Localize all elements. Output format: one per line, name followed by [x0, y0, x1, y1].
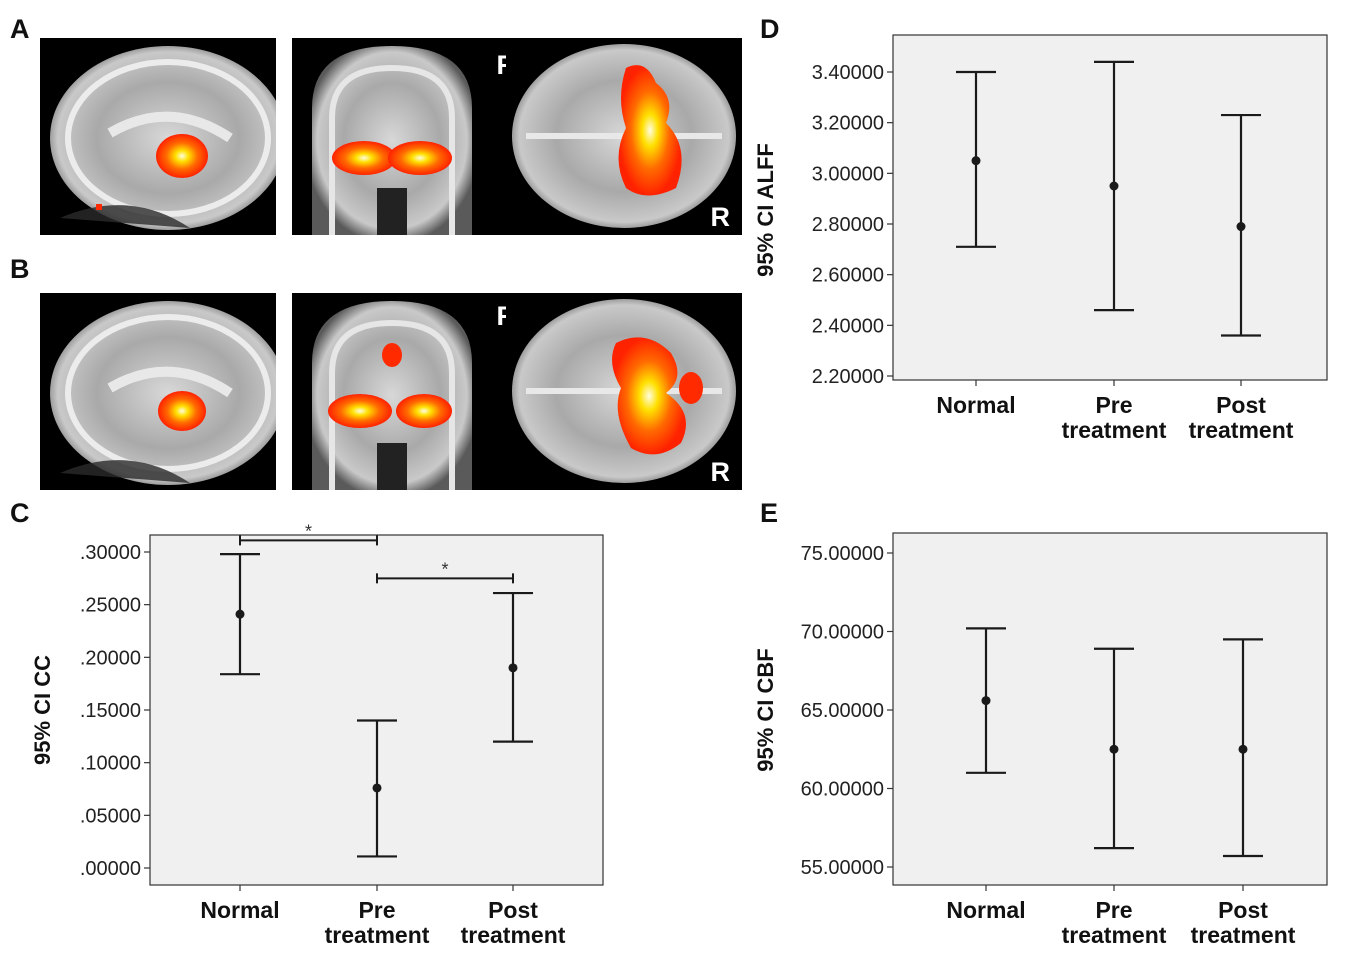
- significance-star-c: *: [441, 559, 448, 579]
- mean-point-c: [235, 609, 245, 619]
- x-tick-label-c: treatment: [461, 922, 566, 948]
- brain-b-coronal: R: [292, 293, 528, 490]
- mean-point-c: [508, 663, 518, 673]
- x-tick-label-d: treatment: [1189, 417, 1294, 443]
- brain-b-sagittal: [40, 293, 276, 490]
- y-tick-label-c: .10000: [80, 753, 141, 775]
- y-tick-label-c: .15000: [80, 700, 141, 722]
- x-tick-label-e: Normal: [946, 897, 1025, 923]
- significance-star-c: *: [305, 521, 312, 541]
- mean-point-e: [1109, 744, 1119, 754]
- x-tick-label-c: treatment: [325, 922, 430, 948]
- x-tick-label-d: Pre: [1095, 392, 1132, 418]
- y-tick-label-d: 3.20000: [812, 113, 884, 135]
- x-tick-label-d: Post: [1216, 392, 1266, 418]
- mean-point-e: [981, 696, 991, 706]
- panel-label-a: A: [10, 14, 30, 44]
- x-tick-label-d: Normal: [936, 392, 1015, 418]
- y-tick-label-e: 75.00000: [801, 543, 884, 565]
- y-tick-label-d: 2.20000: [812, 366, 884, 388]
- y-tick-label-d: 3.00000: [812, 163, 884, 185]
- y-tick-label-c: .20000: [80, 647, 141, 669]
- x-tick-label-e: treatment: [1062, 922, 1167, 948]
- brain-a-sagittal: [40, 38, 276, 235]
- y-tick-label-c: .30000: [80, 542, 141, 564]
- y-tick-label-d: 2.40000: [812, 315, 884, 337]
- mean-point-d: [971, 156, 981, 166]
- mean-point-d: [1236, 222, 1246, 232]
- y-tick-label-d: 2.80000: [812, 214, 884, 236]
- y-axis-label-c: 95% CI CC: [30, 655, 55, 765]
- right-marker: R: [710, 457, 731, 487]
- y-axis-label-d: 95% CI ALFF: [753, 143, 778, 277]
- x-tick-label-c: Pre: [358, 897, 395, 923]
- panel-label-c: C: [10, 498, 30, 528]
- y-tick-label-e: 60.00000: [801, 779, 884, 801]
- y-tick-label-e: 65.00000: [801, 700, 884, 722]
- y-tick-label-d: 2.60000: [812, 265, 884, 287]
- right-marker: R: [710, 202, 731, 232]
- x-tick-label-e: Pre: [1095, 897, 1132, 923]
- panel-label-e: E: [760, 498, 779, 528]
- y-tick-label-c: .00000: [80, 858, 141, 880]
- x-tick-label-c: Normal: [200, 897, 279, 923]
- x-tick-label-e: Post: [1218, 897, 1268, 923]
- y-axis-label-e: 95% CI CBF: [753, 648, 778, 771]
- plot-area-d: [892, 34, 1328, 381]
- y-tick-label-c: .25000: [80, 595, 141, 617]
- y-tick-label-e: 70.00000: [801, 622, 884, 644]
- y-tick-label-d: 3.40000: [812, 62, 884, 84]
- plot-area-e: [892, 532, 1328, 886]
- brain-b-axial: R: [506, 293, 742, 490]
- panel-label-d: D: [760, 14, 780, 44]
- y-tick-label-c: .05000: [80, 805, 141, 827]
- brain-a-coronal: R: [292, 38, 528, 235]
- x-tick-label-c: Post: [488, 897, 538, 923]
- brain-a-axial: R: [506, 38, 742, 235]
- mean-point-c: [372, 783, 382, 793]
- y-tick-label-e: 55.00000: [801, 857, 884, 879]
- mean-point-e: [1238, 744, 1248, 754]
- panel-label-b: B: [10, 254, 30, 284]
- x-tick-label-e: treatment: [1191, 922, 1296, 948]
- mean-point-d: [1109, 181, 1119, 191]
- x-tick-label-d: treatment: [1062, 417, 1167, 443]
